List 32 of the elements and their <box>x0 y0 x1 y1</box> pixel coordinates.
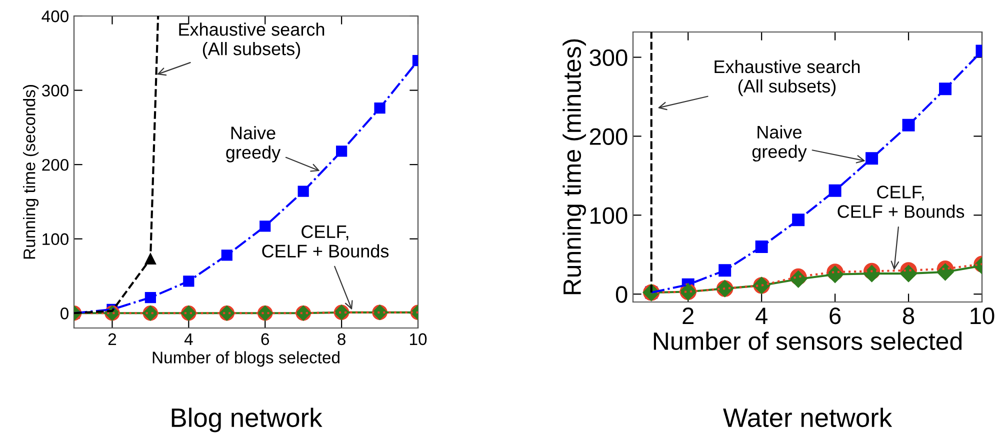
text: Blog network <box>172 408 322 432</box>
y-tick-label: 300 <box>590 49 628 66</box>
y-tick-label: 100 <box>42 233 68 246</box>
annotation: Exhaustive search (All subsets) <box>714 60 860 96</box>
x-tick-label: 10 <box>410 333 427 346</box>
x-tick-label: 8 <box>902 307 914 324</box>
x-axis-title: Number of sensors selected <box>654 332 962 350</box>
y-tick-label: 400 <box>42 10 68 22</box>
y-axis-title: Running time (minutes) <box>562 39 586 294</box>
y-axis-title: Running time (seconds) <box>23 85 39 259</box>
annotation: CELF, CELF + Bounds <box>838 186 964 218</box>
text: Water network <box>723 408 892 428</box>
point <box>260 220 271 232</box>
annotation: Naive greedy <box>226 126 281 162</box>
annotation: CELF, CELF + Bounds <box>262 225 389 258</box>
y-tick-label: 0 <box>616 286 628 303</box>
x-tick-label: 2 <box>108 333 116 345</box>
x-tick-label: 8 <box>338 333 346 346</box>
x-tick-label: 2 <box>682 307 694 324</box>
x-tick-label: 10 <box>970 307 994 324</box>
x-tick-label: 4 <box>184 333 193 345</box>
x-axis-title: Number of blogs selected <box>152 351 340 367</box>
y-tick-label: 200 <box>590 128 628 145</box>
x-tick-label: 6 <box>830 307 841 324</box>
y-tick-label: 200 <box>42 158 68 171</box>
x-tick-label: 6 <box>261 333 270 346</box>
y-tick-label: 0 <box>60 308 68 320</box>
y-tick-label: 100 <box>590 207 628 224</box>
x-tick-label: 4 <box>756 308 768 324</box>
annotation: Naive greedy <box>752 125 807 162</box>
annotation: Exhaustive search (All subsets) <box>179 22 324 59</box>
y-tick-label: 300 <box>42 84 68 96</box>
